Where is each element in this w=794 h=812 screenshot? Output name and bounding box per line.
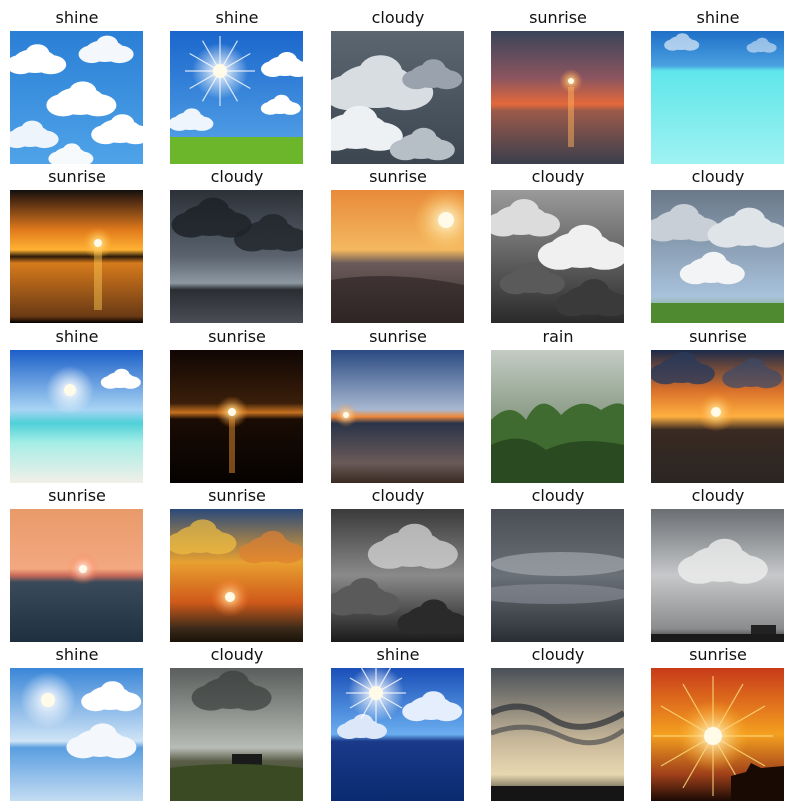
weather-photo (651, 190, 784, 323)
weather-photo (651, 350, 784, 483)
image-label: shine (215, 8, 259, 27)
weather-photo (491, 509, 624, 642)
weather-photo (651, 31, 784, 164)
weather-photo (10, 668, 143, 801)
image-label: cloudy (371, 486, 425, 505)
image-label: sunrise (369, 327, 427, 346)
weather-photo (170, 668, 303, 801)
image-label: rain (542, 327, 574, 346)
image-label: sunrise (48, 167, 106, 186)
weather-photo (10, 31, 143, 164)
image-label: cloudy (371, 8, 425, 27)
image-label: sunrise (369, 167, 427, 186)
image-label: sunrise (208, 486, 266, 505)
image-label: sunrise (48, 486, 106, 505)
image-label: cloudy (210, 645, 264, 664)
image-label: shine (55, 8, 99, 27)
weather-photo (491, 668, 624, 801)
image-label: cloudy (531, 486, 585, 505)
image-label: cloudy (691, 167, 745, 186)
weather-photo (331, 350, 464, 483)
weather-photo (491, 350, 624, 483)
weather-photo (170, 31, 303, 164)
image-label: cloudy (531, 167, 585, 186)
weather-photo (331, 509, 464, 642)
weather-photo (170, 509, 303, 642)
weather-photo (491, 31, 624, 164)
image-label: cloudy (691, 486, 745, 505)
weather-photo (651, 509, 784, 642)
weather-photo (10, 190, 143, 323)
weather-photo (331, 190, 464, 323)
weather-photo (331, 31, 464, 164)
image-label: cloudy (531, 645, 585, 664)
image-label: sunrise (689, 645, 747, 664)
weather-photo (10, 509, 143, 642)
weather-photo (170, 350, 303, 483)
weather-photo (491, 190, 624, 323)
weather-photo (10, 350, 143, 483)
image-label: shine (376, 645, 420, 664)
image-label: shine (696, 8, 740, 27)
image-label: shine (55, 645, 99, 664)
image-label: sunrise (529, 8, 587, 27)
image-label: shine (55, 327, 99, 346)
image-label: sunrise (689, 327, 747, 346)
weather-photo (331, 668, 464, 801)
weather-photo (170, 190, 303, 323)
image-label: cloudy (210, 167, 264, 186)
image-label: sunrise (208, 327, 266, 346)
weather-photo (651, 668, 784, 801)
